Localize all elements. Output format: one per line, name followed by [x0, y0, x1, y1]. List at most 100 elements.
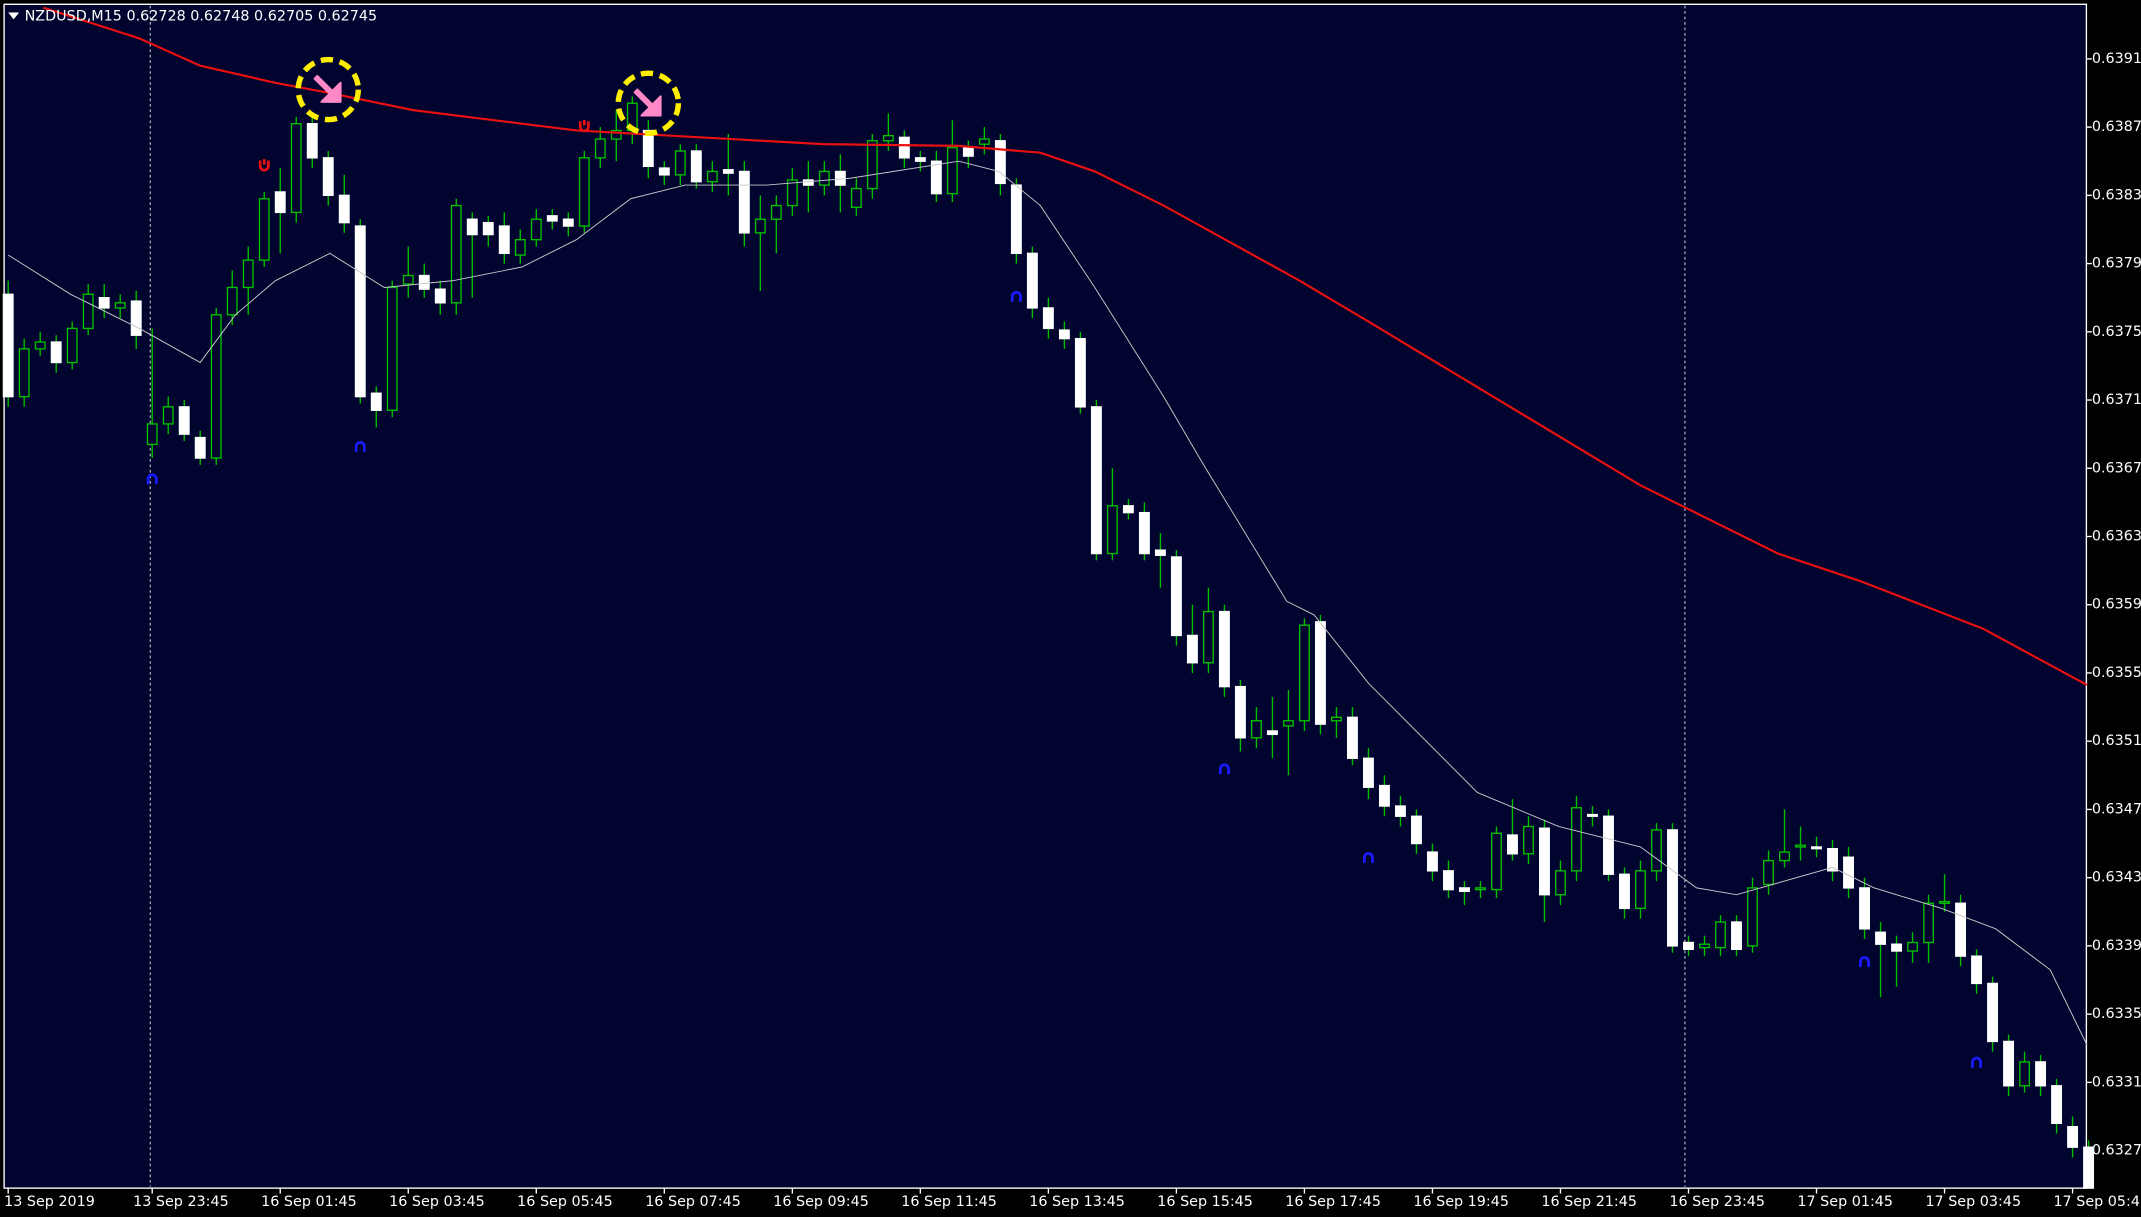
candle-body [1138, 511, 1150, 555]
candle-body [610, 129, 622, 140]
x-tick-label: 16 Sep 17:45 [1285, 1194, 1381, 1210]
candle-body [1074, 337, 1086, 408]
candle-body [1683, 941, 1694, 950]
x-tick-label: 16 Sep 07:45 [645, 1194, 741, 1210]
candle-body [1859, 887, 1870, 930]
candle-body [178, 406, 190, 435]
candle-body [162, 406, 174, 425]
x-tick-label: 17 Sep 01:45 [1797, 1194, 1893, 1210]
fractal [1859, 956, 1870, 968]
y-tick-label: 0.63790 [2092, 256, 2141, 272]
candle-body [1202, 610, 1214, 664]
candle-body [1779, 851, 1790, 862]
candle-body [338, 194, 350, 224]
candle-body [1667, 829, 1678, 947]
candle-body [1314, 621, 1326, 725]
candle-body [850, 187, 862, 208]
candle-body [994, 140, 1006, 185]
candle-body [1058, 329, 1070, 340]
signal-arrow [633, 88, 662, 117]
candle-body [530, 218, 542, 241]
candle-body [1907, 941, 1918, 952]
y-tick-label: 0.63430 [2092, 870, 2141, 886]
x-tick-label: 16 Sep 15:45 [1157, 1194, 1253, 1210]
signal-ring [615, 70, 682, 137]
candle-body [1186, 634, 1198, 664]
fractal [258, 159, 270, 172]
x-tick-label: 16 Sep 21:45 [1541, 1194, 1637, 1210]
candle-body [1250, 720, 1262, 739]
candle-body [706, 170, 718, 183]
x-tick-label: 16 Sep 03:45 [389, 1194, 485, 1210]
candle-body [562, 218, 574, 227]
candle-body [402, 274, 414, 285]
candle-body [1234, 685, 1246, 739]
candle-body [2019, 1061, 2031, 1087]
candle-body [1587, 813, 1598, 817]
x-tick-label: 17 Sep 05:45 [2053, 1194, 2141, 1210]
candle-body [290, 123, 302, 214]
y-tick-label: 0.63870 [2092, 119, 2141, 135]
candle-body [930, 160, 942, 195]
candle-body [1619, 873, 1630, 910]
marks [2, 6, 2095, 1189]
y-tick-label: 0.63910 [2092, 51, 2141, 67]
candle-body [354, 225, 366, 398]
candle-body [1474, 887, 1486, 891]
candle-body [834, 170, 846, 186]
y-tick-label: 0.63710 [2092, 392, 2141, 408]
candle-body [482, 221, 494, 236]
candle-body [1298, 624, 1310, 722]
candle-body [1090, 406, 1102, 555]
x-tick-label: 13 Sep 2019 [4, 1194, 95, 1210]
candle-body [1651, 829, 1662, 872]
y-tick-label: 0.63670 [2092, 460, 2141, 476]
candle-body [498, 225, 510, 255]
candle-body [1923, 902, 1935, 944]
candle-body [130, 300, 142, 336]
candle-body [258, 198, 270, 261]
candle-body [146, 423, 158, 446]
candle-body [642, 129, 654, 168]
candle-body [802, 179, 814, 186]
candle-body [306, 123, 318, 159]
candle-body [738, 170, 750, 234]
candle-body [82, 293, 94, 330]
candle-body [2035, 1061, 2047, 1087]
candle-body [1891, 943, 1902, 952]
candle-body [594, 138, 606, 159]
candle-body [66, 327, 78, 364]
candle-body [418, 274, 430, 290]
fractal [354, 441, 366, 452]
candle-body [914, 157, 926, 162]
candle-body [1571, 807, 1582, 872]
fractal [1362, 852, 1374, 864]
candle-body [546, 215, 558, 222]
candle-body [322, 157, 334, 197]
candle-body [1811, 846, 1822, 850]
candle-body [194, 436, 206, 459]
candle-body [1763, 859, 1774, 886]
plot-area [3, 3, 2088, 1189]
moving-average [43, 6, 2088, 686]
candle-body [1282, 720, 1294, 727]
candle-body [1026, 252, 1038, 309]
candle-body [370, 392, 382, 411]
candle-body [18, 348, 30, 398]
candle-body [1218, 610, 1230, 688]
candle-body [1971, 955, 1983, 985]
candle-body [1378, 784, 1390, 807]
candle-body [1699, 943, 1710, 949]
y-tick-label: 0.63270 [2092, 1143, 2141, 1159]
candle-body [882, 134, 894, 142]
candle-body [674, 150, 686, 176]
candle-body [1827, 847, 1838, 872]
x-tick-label: 16 Sep 11:45 [901, 1194, 997, 1210]
y-tick-label: 0.63470 [2092, 801, 2141, 817]
candle-body [1362, 757, 1374, 788]
fractal [1971, 1056, 1983, 1068]
x-tick-label: 16 Sep 13:45 [1029, 1194, 1125, 1210]
candle-body [1170, 556, 1182, 637]
candle-body [1795, 844, 1806, 848]
candle-body [1122, 505, 1134, 514]
